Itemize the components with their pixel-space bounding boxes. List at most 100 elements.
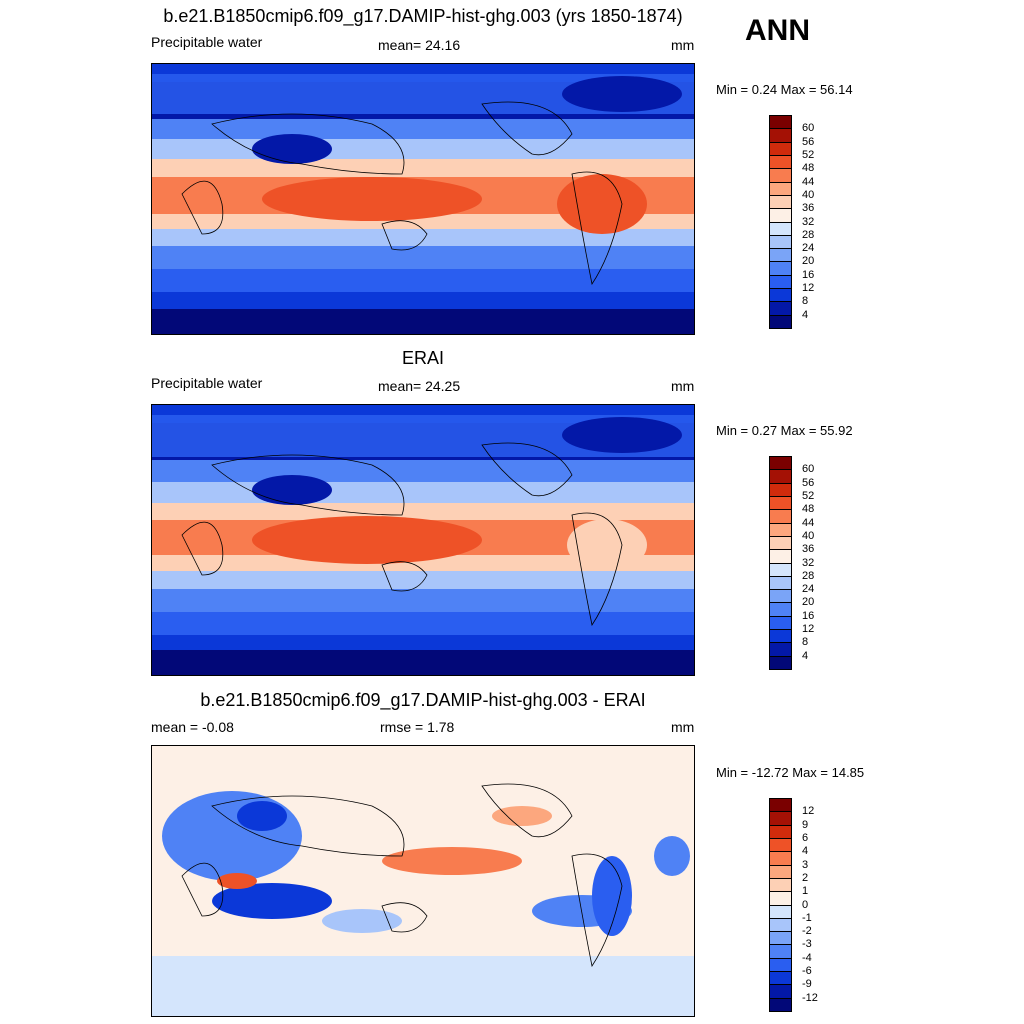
colorbar-tick-label: 40 [802, 188, 815, 201]
colorbar-swatch [769, 522, 792, 537]
colorbar-tick-label: 24 [802, 583, 815, 596]
colorbar-swatch [769, 168, 792, 183]
colorbar-swatch [769, 891, 792, 906]
season-label: ANN [745, 14, 810, 47]
colorbar-tick-label: 40 [802, 529, 815, 542]
colorbar-swatch [769, 495, 792, 511]
panel-2-units: mm [671, 378, 695, 394]
colorbar-swatch [769, 221, 792, 236]
colorbar-tick-label: 60 [802, 463, 815, 476]
panel-2-mean-label: mean= 24.25 [378, 378, 461, 394]
panel-3-colorbar: -12 -9 -6 -4 -3 -2 -1 0 1 2 3 4 6 9 12 [769, 798, 818, 1012]
colorbar-swatch [769, 615, 792, 631]
colorbar-swatch [769, 837, 792, 853]
colorbar-tick-label: 8 [802, 295, 809, 308]
colorbar-swatch [769, 141, 792, 156]
panel-2-variable-label: Precipitable water [151, 375, 263, 391]
colorbar-swatch [769, 562, 792, 577]
colorbar-tick-label: 52 [802, 148, 815, 161]
panel-1-map [151, 63, 695, 335]
colorbar-tick-label: 4 [802, 308, 809, 321]
colorbar-tick-label: -6 [802, 965, 812, 978]
colorbar-swatch [769, 655, 792, 670]
colorbar-swatch [769, 115, 792, 130]
colorbar-swatch [769, 301, 792, 316]
colorbar-tick-label: 16 [802, 609, 815, 622]
colorbar-tick-label: 48 [802, 503, 815, 516]
panel-1-minmax: Min = 0.24 Max = 56.14 [716, 82, 853, 97]
colorbar-swatch [769, 642, 792, 657]
panel-1-field [152, 64, 694, 334]
colorbar-tick-label: 3 [802, 858, 809, 871]
colorbar-swatch [769, 589, 792, 604]
colorbar-swatch [769, 234, 792, 250]
colorbar-swatch [769, 208, 792, 223]
colorbar-tick-label: 8 [802, 636, 809, 649]
colorbar-tick-label: 20 [802, 255, 815, 268]
colorbar-swatch [769, 154, 792, 170]
colorbar-tick-label: 16 [802, 268, 815, 281]
colorbar-tick-label: 24 [802, 242, 815, 255]
colorbar-tick-label: 12 [802, 282, 815, 295]
colorbar-tick-label: 32 [802, 215, 815, 228]
colorbar-swatch [769, 469, 792, 484]
colorbar-swatch [769, 917, 792, 933]
colorbar-swatch [769, 549, 792, 564]
colorbar-swatch [769, 288, 792, 303]
colorbar-swatch [769, 997, 792, 1012]
panel-1-colorbar: 4 8 12 16 20 24 28 32 36 40 44 48 52 56 60 [769, 115, 814, 329]
colorbar-tick-label: 32 [802, 556, 815, 569]
colorbar-tick-label: -1 [802, 911, 812, 924]
colorbar-swatch [769, 575, 792, 591]
colorbar-tick-label: 36 [802, 202, 815, 215]
colorbar-swatch [769, 181, 792, 196]
colorbar-tick-label: 44 [802, 516, 815, 529]
colorbar-swatch [769, 984, 792, 999]
colorbar-swatch [769, 944, 792, 959]
colorbar-tick-label: 44 [802, 175, 815, 188]
colorbar-swatch [769, 824, 792, 839]
colorbar-tick-label: 2 [802, 871, 809, 884]
panel-1-mean-label: mean= 24.16 [378, 37, 461, 53]
colorbar-tick-label: 9 [802, 818, 809, 831]
colorbar-tick-label: 0 [802, 898, 809, 911]
colorbar-tick-label: -2 [802, 925, 812, 938]
colorbar-tick-label: 52 [802, 489, 815, 502]
colorbar-swatch [769, 261, 792, 276]
colorbar-tick-label: 56 [802, 135, 815, 148]
panel-2-minmax: Min = 0.27 Max = 55.92 [716, 423, 853, 438]
colorbar-tick-label: 6 [802, 831, 809, 844]
panel-3-mean-label: mean = -0.08 [151, 719, 234, 735]
panel-3-title: b.e21.B1850cmip6.f09_g17.DAMIP-hist-ghg.… [200, 690, 646, 710]
colorbar-swatch [769, 248, 792, 263]
panel-3-map [151, 745, 695, 1017]
colorbar-tick-label: 4 [802, 649, 809, 662]
colorbar-tick-label: -3 [802, 938, 812, 951]
colorbar-swatch [769, 877, 792, 893]
panel-2-field [152, 405, 694, 675]
colorbar-tick-label: 28 [802, 569, 815, 582]
colorbar-tick-label: 4 [802, 845, 809, 858]
colorbar-swatch [769, 456, 792, 471]
colorbar-swatch [769, 629, 792, 644]
colorbar-tick-label: 1 [802, 885, 809, 898]
colorbar-swatch [769, 482, 792, 497]
colorbar-swatch [769, 811, 792, 826]
colorbar-tick-label: 60 [802, 122, 815, 135]
panel-3-units: mm [671, 719, 695, 735]
colorbar-swatch [769, 931, 792, 946]
panel-1-units: mm [671, 37, 695, 53]
colorbar-swatch [769, 274, 792, 290]
colorbar-tick-label: 20 [802, 596, 815, 609]
colorbar-tick-label: 56 [802, 476, 815, 489]
colorbar-swatch [769, 971, 792, 986]
panel-2-map [151, 404, 695, 676]
colorbar-swatch [769, 851, 792, 866]
colorbar-tick-label: 12 [802, 805, 815, 818]
panel-3-minmax: Min = -12.72 Max = 14.85 [716, 765, 865, 780]
colorbar-swatch [769, 798, 792, 813]
colorbar-swatch [769, 128, 792, 143]
colorbar-swatch [769, 904, 792, 919]
panel-3-rmse-label: rmse = 1.78 [380, 719, 455, 735]
colorbar-swatch [769, 864, 792, 879]
